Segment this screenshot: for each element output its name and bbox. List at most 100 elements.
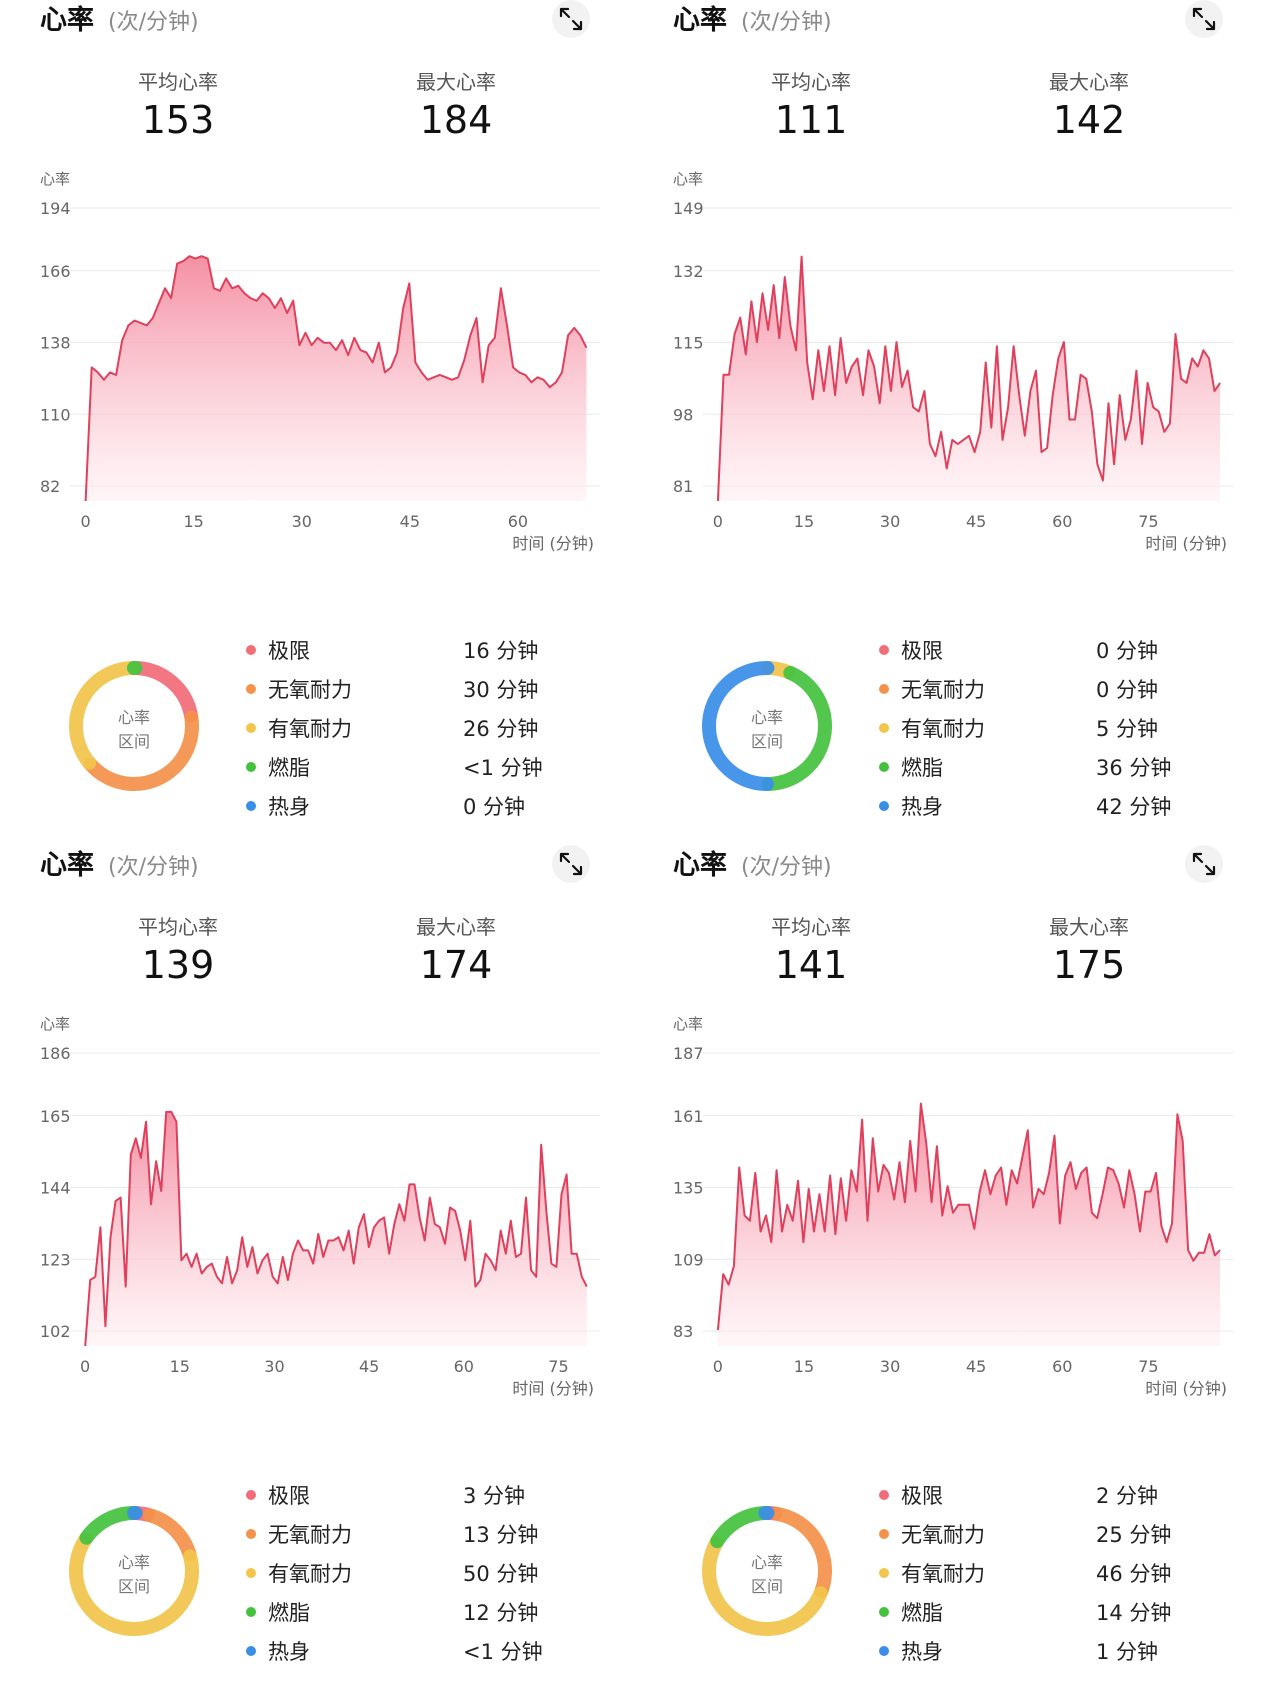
max-hr-label: 最大心率 xyxy=(1049,915,1129,939)
panel-unit: (次/分钟) xyxy=(108,855,199,880)
expand-arrows-icon xyxy=(559,7,583,31)
donut-center-line2: 区间 xyxy=(117,1577,150,1596)
donut-segment xyxy=(702,1506,832,1636)
donut-center-label: 心率 区间 xyxy=(699,1551,835,1599)
y-tick-label: 166 xyxy=(40,262,71,281)
donut-center-line1: 心率 xyxy=(117,1553,150,1572)
y-tick-label: 110 xyxy=(40,405,71,424)
x-tick-label: 0 xyxy=(81,512,91,531)
expand-arrows-icon xyxy=(559,852,583,876)
x-tick-label: 45 xyxy=(359,1357,379,1376)
x-tick-label: 45 xyxy=(966,512,986,531)
zone-name: 极限 xyxy=(901,639,943,663)
panel-title: 心率 xyxy=(673,850,727,881)
zone-name: 燃脂 xyxy=(268,1601,310,1625)
zone-minutes: 1 分钟 xyxy=(1096,1640,1159,1664)
panel-unit: (次/分钟) xyxy=(741,10,832,35)
hr-series-line xyxy=(716,1102,1221,1331)
zone-name: 燃脂 xyxy=(268,756,310,780)
x-tick-label: 30 xyxy=(292,512,312,531)
expand-button[interactable] xyxy=(552,0,590,38)
zone-minutes: <1 分钟 xyxy=(463,756,543,780)
x-tick-label: 30 xyxy=(880,1357,900,1376)
max-hr-value: 142 xyxy=(1052,98,1126,142)
x-tick-label: 15 xyxy=(794,1357,814,1376)
hr-series-line xyxy=(84,1110,588,1347)
x-tick-label: 60 xyxy=(1052,1357,1072,1376)
zone-dot-icon xyxy=(246,684,256,694)
y-tick-label: 194 xyxy=(40,199,71,218)
y-tick-label: 83 xyxy=(673,1322,693,1341)
zone-row: 有氧耐力 26 分钟 xyxy=(246,714,606,742)
zone-row: 极限 3 分钟 xyxy=(246,1481,606,1509)
donut-segment xyxy=(68,661,199,791)
x-axis-label: 时间 (分钟) xyxy=(1145,534,1227,553)
y-tick-label: 149 xyxy=(673,199,704,218)
zone-minutes: 42 分钟 xyxy=(1096,795,1172,819)
zone-dot-icon xyxy=(879,1529,889,1539)
zone-minutes: 2 分钟 xyxy=(1096,1484,1159,1508)
heart-rate-chart: 心率 187 161 135 109 83 0 15 30 45 60 75 时间 (分钟) xyxy=(673,1015,1233,1398)
y-tick-label: 98 xyxy=(673,405,693,424)
zone-name: 极限 xyxy=(268,1484,310,1508)
x-tick-label: 60 xyxy=(508,512,528,531)
zone-name: 有氧耐力 xyxy=(901,717,985,741)
y-tick-label: 132 xyxy=(673,262,704,281)
hr-area-fill xyxy=(85,1111,587,1346)
zone-name: 有氧耐力 xyxy=(901,1562,985,1586)
expand-button[interactable] xyxy=(1185,0,1223,38)
zone-row: 热身 0 分钟 xyxy=(246,792,606,820)
donut-segment xyxy=(68,1506,199,1636)
max-hr-value: 174 xyxy=(419,943,493,987)
zone-name: 无氧耐力 xyxy=(901,1523,985,1547)
hr-zone-donut xyxy=(68,661,199,791)
y-axis-label: 心率 xyxy=(40,170,70,188)
expand-arrows-icon xyxy=(1192,7,1216,31)
zone-minutes: 36 分钟 xyxy=(1096,756,1172,780)
max-hr-value: 184 xyxy=(419,98,493,142)
zone-row: 热身 1 分钟 xyxy=(879,1637,1239,1665)
x-tick-label: 75 xyxy=(1138,1357,1158,1376)
zone-dot-icon xyxy=(246,1529,256,1539)
expand-arrows-icon xyxy=(1192,852,1216,876)
panel-header: 心率 (次/分钟) xyxy=(40,843,199,883)
avg-hr-label: 平均心率 xyxy=(771,915,851,939)
zone-row: 热身 <1 分钟 xyxy=(246,1637,606,1665)
avg-hr-label: 平均心率 xyxy=(771,70,851,94)
heart-rate-panel-3: 心率 (次/分钟) 平均心率 139 最大心率 174 心率 186 165 144 1… xyxy=(0,845,633,1690)
x-tick-label: 15 xyxy=(794,512,814,531)
zone-row: 无氧耐力 30 分钟 xyxy=(246,675,606,703)
donut-segment xyxy=(702,1506,832,1636)
zone-dot-icon xyxy=(246,645,256,655)
zone-row: 极限 16 分钟 xyxy=(246,636,606,664)
zone-minutes: 16 分钟 xyxy=(463,639,539,663)
avg-hr-value: 141 xyxy=(774,943,848,987)
expand-button[interactable] xyxy=(1185,845,1223,883)
zone-dot-icon xyxy=(246,762,256,772)
zone-name: 热身 xyxy=(901,795,943,819)
avg-hr-label: 平均心率 xyxy=(138,70,218,94)
expand-button[interactable] xyxy=(552,845,590,883)
zone-dot-icon xyxy=(879,1568,889,1578)
zone-dot-icon xyxy=(879,1490,889,1500)
hr-area-fill xyxy=(717,256,1221,501)
hr-series-line xyxy=(84,255,588,502)
heart-rate-chart: 心率 186 165 144 123 102 0 15 30 45 60 75 时间 (分钟) xyxy=(40,1015,600,1398)
y-tick-label: 186 xyxy=(40,1044,71,1063)
x-tick-label: 30 xyxy=(264,1357,284,1376)
x-tick-label: 75 xyxy=(1138,512,1158,531)
x-tick-label: 45 xyxy=(966,1357,986,1376)
zone-name: 极限 xyxy=(268,639,310,663)
panel-title: 心率 xyxy=(40,850,94,881)
donut-center-line1: 心率 xyxy=(750,1553,783,1572)
zone-minutes: 0 分钟 xyxy=(463,795,526,819)
heart-rate-panel-1: 心率 (次/分钟) 平均心率 153 最大心率 184 心率 194 166 138 1… xyxy=(0,0,633,845)
hr-area-fill xyxy=(717,1103,1221,1346)
zone-dot-icon xyxy=(246,1568,256,1578)
zone-name: 有氧耐力 xyxy=(268,717,352,741)
zone-minutes: <1 分钟 xyxy=(463,1640,543,1664)
zone-minutes: 25 分钟 xyxy=(1096,1523,1172,1547)
zone-name: 无氧耐力 xyxy=(268,678,352,702)
y-tick-label: 109 xyxy=(673,1250,704,1269)
zone-row: 极限 0 分钟 xyxy=(879,636,1239,664)
